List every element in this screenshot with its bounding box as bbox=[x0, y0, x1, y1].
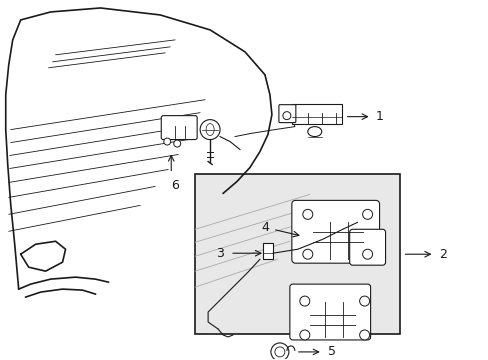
Ellipse shape bbox=[307, 127, 321, 136]
Bar bbox=[291, 104, 341, 123]
Ellipse shape bbox=[206, 123, 214, 136]
Circle shape bbox=[359, 330, 369, 340]
Circle shape bbox=[359, 296, 369, 306]
Circle shape bbox=[270, 343, 288, 360]
Bar bbox=[195, 175, 399, 334]
Circle shape bbox=[200, 120, 220, 140]
Text: 1: 1 bbox=[375, 110, 383, 123]
Text: 4: 4 bbox=[261, 221, 268, 234]
Text: 5: 5 bbox=[327, 345, 335, 359]
Text: 3: 3 bbox=[216, 247, 224, 260]
Circle shape bbox=[299, 330, 309, 340]
Circle shape bbox=[282, 112, 290, 120]
Circle shape bbox=[163, 138, 170, 145]
FancyBboxPatch shape bbox=[291, 201, 379, 263]
FancyBboxPatch shape bbox=[349, 229, 385, 265]
Text: 2: 2 bbox=[439, 248, 447, 261]
Circle shape bbox=[362, 249, 372, 259]
Circle shape bbox=[362, 210, 372, 219]
FancyBboxPatch shape bbox=[289, 284, 370, 340]
Circle shape bbox=[173, 140, 181, 147]
FancyBboxPatch shape bbox=[161, 116, 197, 140]
Text: 6: 6 bbox=[171, 179, 179, 193]
Circle shape bbox=[302, 210, 312, 219]
Circle shape bbox=[302, 249, 312, 259]
Bar bbox=[263, 243, 272, 259]
Circle shape bbox=[299, 296, 309, 306]
FancyBboxPatch shape bbox=[278, 105, 295, 123]
Circle shape bbox=[274, 347, 285, 357]
